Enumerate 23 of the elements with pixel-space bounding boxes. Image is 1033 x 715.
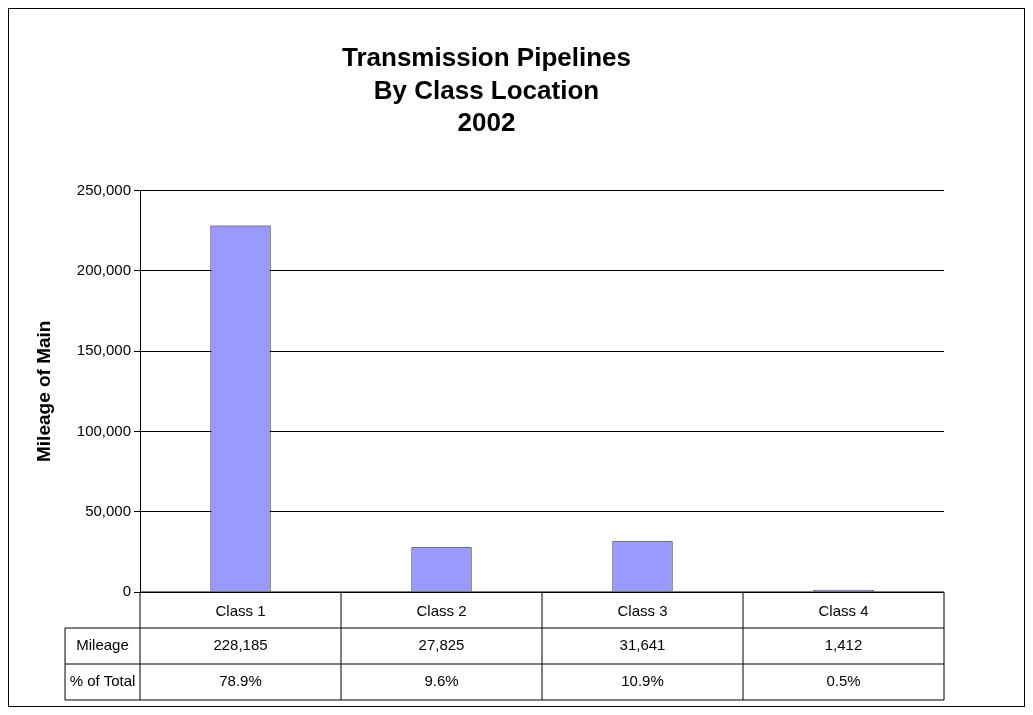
text: 10.9% xyxy=(621,672,664,690)
y-tick-label: 150,000 xyxy=(76,341,132,359)
chart-frame: Mileage of Main Transmission Pipelines By Class Location 2002 Class 1 Class 2 Class 3 Class 4 0 50,000 100,000 150,000 200,000 250,000 Mileage 228,185 27,825 31,641 1,412 % of Total 78.9% 9.6% 10.9% 0.5% xyxy=(8,8,1025,707)
y-tick-label: 200,000 xyxy=(76,260,132,278)
x-tick-label: Class 1 xyxy=(215,602,266,620)
data-label: 1,412 xyxy=(824,636,863,654)
text: Mileage xyxy=(76,636,129,654)
y-axis-title: Mileage of Main xyxy=(32,320,54,462)
data-label: 27,825 xyxy=(418,636,465,654)
y-tick-label: 0 xyxy=(122,582,132,600)
chart-title: Transmission Pipelines By Class Location 2002 xyxy=(342,42,631,138)
x-tick-label: Class 2 xyxy=(416,602,467,620)
text: 0.5% xyxy=(826,672,861,690)
text: % of Total xyxy=(69,672,136,690)
y-tick-label: 100,000 xyxy=(76,421,132,439)
data-label: 228,185 xyxy=(213,636,268,654)
data-label: 31,641 xyxy=(619,636,666,654)
text: 9.6% xyxy=(424,672,459,690)
y-tick-label: 50,000 xyxy=(85,501,132,519)
x-tick-label: Class 3 xyxy=(617,602,668,620)
text: 78.9% xyxy=(219,672,262,690)
x-tick-label: Class 4 xyxy=(818,602,869,620)
y-tick-label: 250,000 xyxy=(76,180,132,198)
